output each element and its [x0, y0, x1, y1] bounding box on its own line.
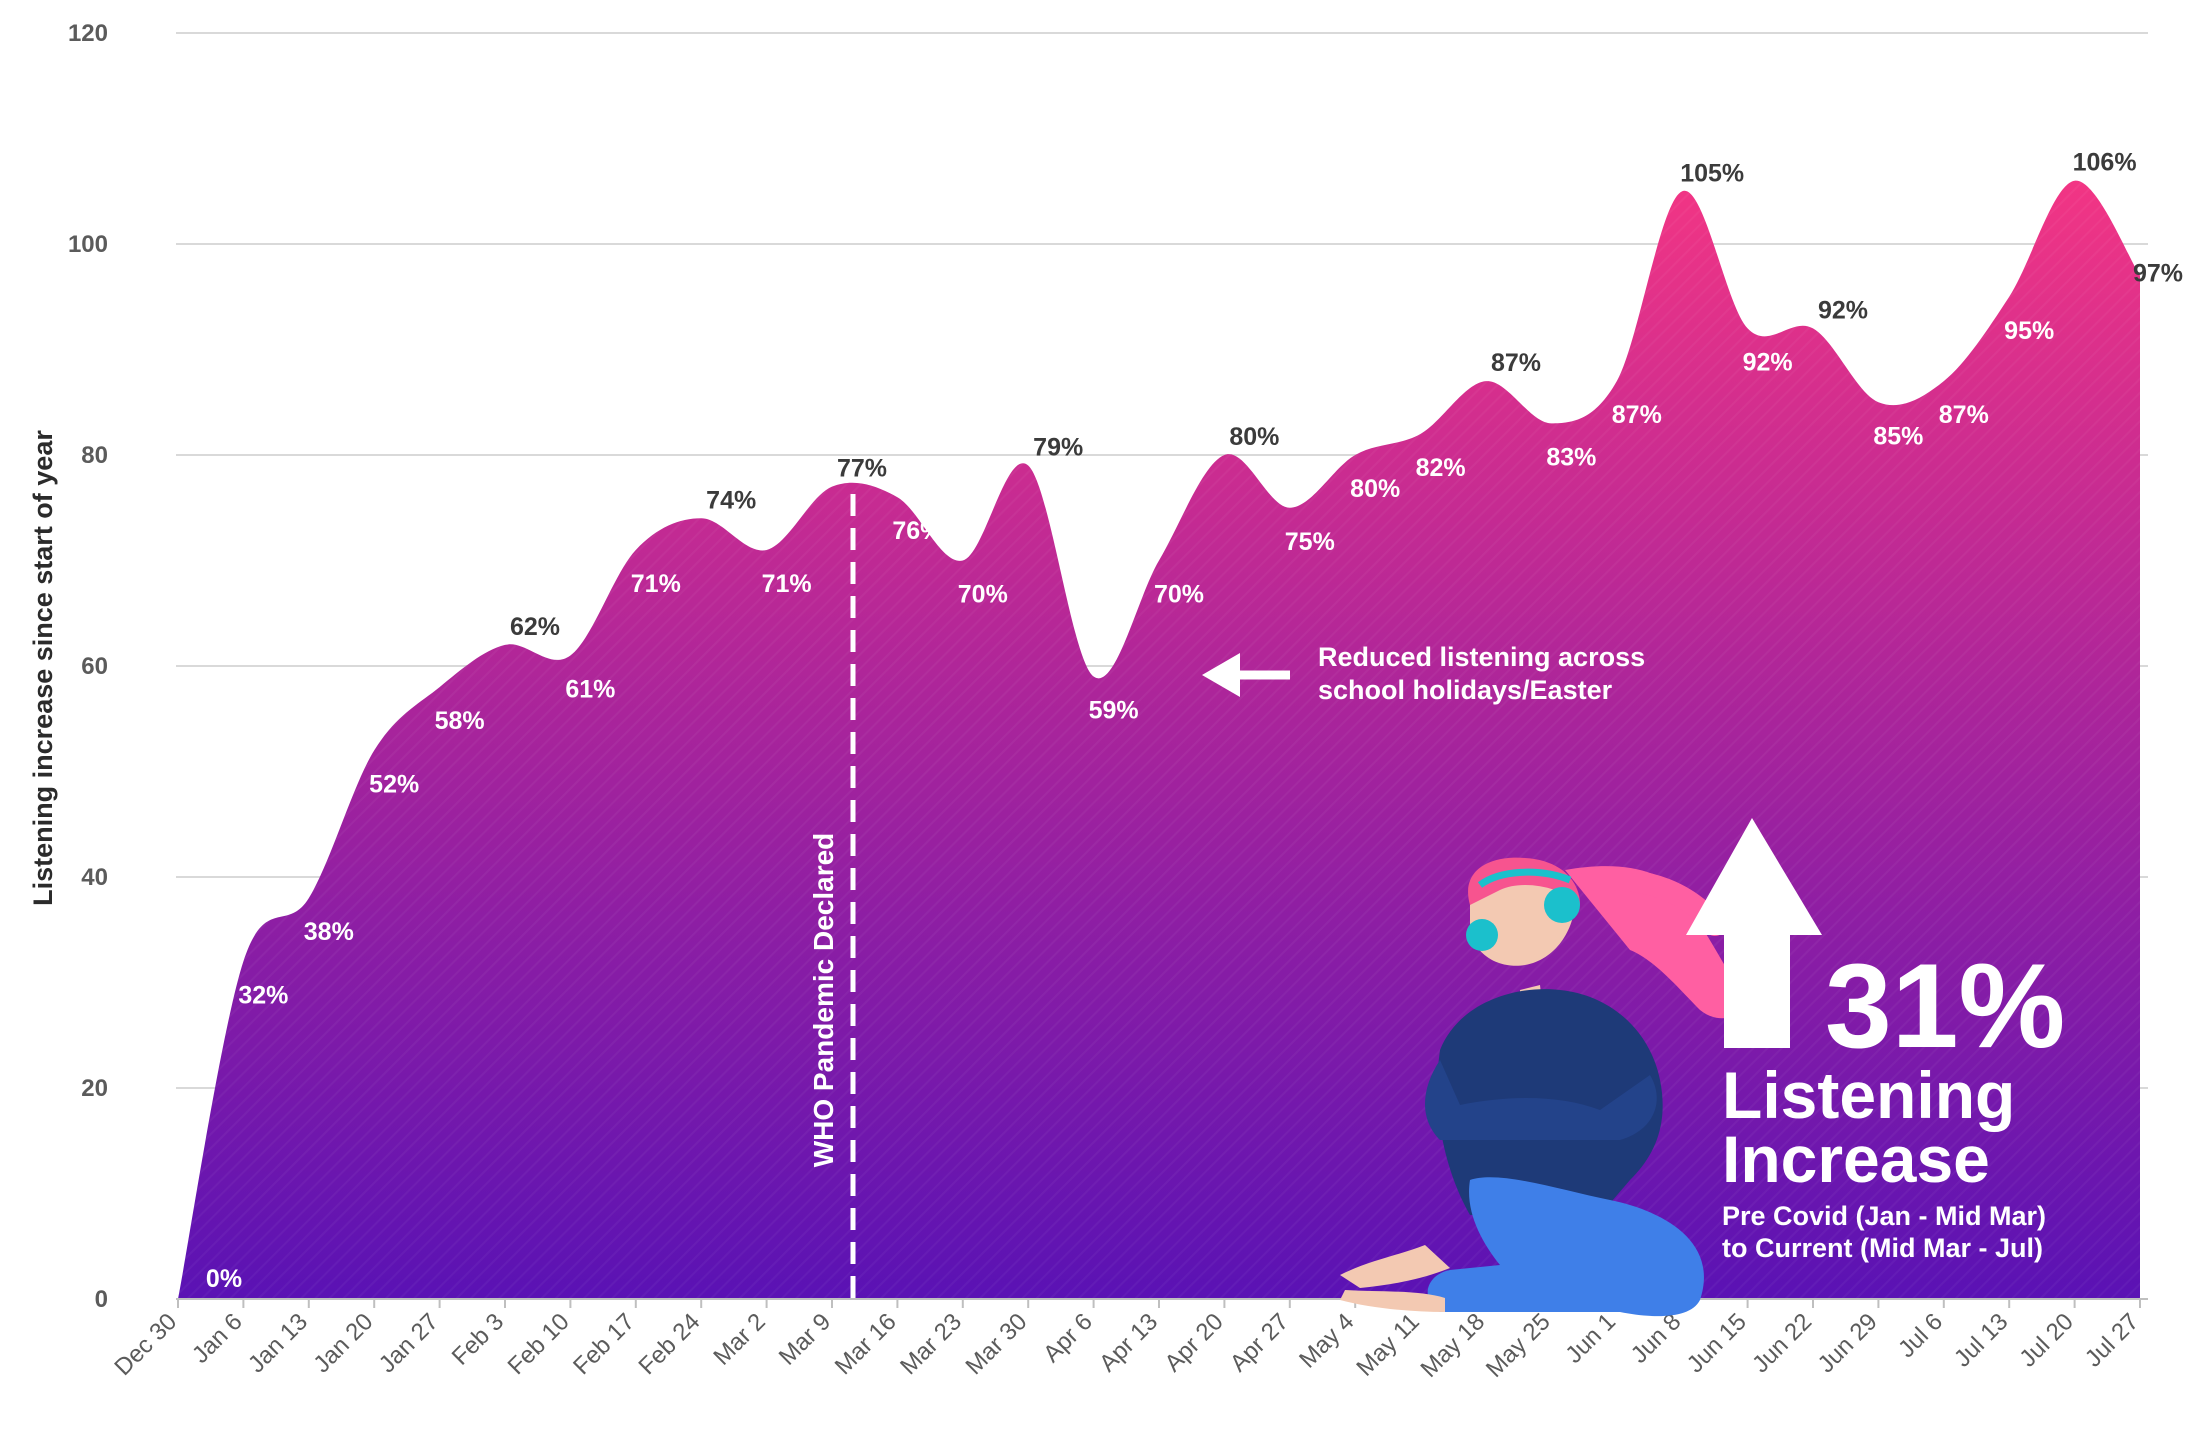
y-tick-label: 100 [68, 231, 108, 258]
x-tick-label: May 4 [1294, 1308, 1359, 1373]
x-tick-label: Dec 30 [109, 1308, 182, 1381]
data-label: 95% [2004, 317, 2054, 345]
arrow-left-icon [1202, 653, 1290, 697]
x-tick-label: Mar 23 [895, 1308, 967, 1380]
data-label: 97% [2133, 260, 2183, 288]
x-tick-label: Jul 27 [2080, 1308, 2144, 1372]
x-tick-label: Feb 17 [568, 1308, 640, 1380]
x-tick-label: Jun 1 [1560, 1308, 1621, 1369]
y-tick-label: 20 [81, 1075, 108, 1102]
headphone-left-icon [1466, 919, 1498, 951]
data-label: 71% [762, 570, 812, 598]
data-label: 106% [2073, 149, 2137, 177]
y-axis-label: Listening increase since start of year [28, 430, 58, 906]
y-tick-label: 120 [68, 20, 108, 47]
x-tick-label: Feb 10 [503, 1308, 575, 1380]
data-label: 61% [565, 675, 615, 703]
data-label: 80% [1350, 475, 1400, 503]
x-tick-label: Apr 20 [1160, 1308, 1229, 1377]
data-label: 70% [1154, 581, 1204, 609]
y-tick-label: 40 [81, 864, 108, 891]
holiday-note-line2: school holidays/Easter [1318, 675, 1613, 705]
data-label: 62% [510, 613, 560, 641]
x-tick-label: Apr 13 [1094, 1308, 1163, 1377]
headline-line1: Listening [1722, 1058, 2015, 1132]
data-label: 71% [631, 570, 681, 598]
x-tick-label: Mar 16 [830, 1308, 902, 1380]
data-label: 0% [206, 1265, 242, 1293]
data-label: 87% [1491, 349, 1541, 377]
x-tick-label: Jan 13 [243, 1308, 313, 1378]
x-tick-label: Mar 2 [708, 1308, 770, 1370]
data-label: 80% [1229, 423, 1279, 451]
data-label: 79% [1033, 434, 1083, 462]
y-tick-label: 60 [81, 653, 108, 680]
x-tick-label: May 18 [1415, 1308, 1490, 1383]
x-tick-label: Jan 20 [308, 1308, 378, 1378]
headphone-right-icon [1544, 887, 1580, 923]
x-tick-label: Feb 24 [634, 1308, 706, 1380]
y-tick-label: 80 [81, 442, 108, 469]
headline-percent: 31% [1825, 939, 2065, 1073]
data-labels: 0% 32% 38% 52% 58% 62% 61% 71% 74% 71% 77% 76% 70% 79… [206, 149, 2183, 1293]
x-tick-label: Mar 9 [774, 1308, 836, 1370]
y-axis-ticks: 0 20 40 60 80 100 120 [68, 20, 108, 1313]
x-tick-label: Jun 8 [1626, 1308, 1687, 1369]
data-label: 70% [958, 581, 1008, 609]
data-label: 92% [1743, 348, 1793, 376]
x-tick-label: Jun 29 [1813, 1308, 1883, 1378]
data-label: 85% [1873, 422, 1923, 450]
x-tick-label: Jun 15 [1682, 1308, 1752, 1378]
headline-line2: Increase [1722, 1122, 1990, 1196]
x-tick-label: Jan 6 [187, 1308, 248, 1369]
headline-sub-line1: Pre Covid (Jan - Mid Mar) [1722, 1201, 2046, 1231]
x-tick-label: Feb 3 [447, 1308, 509, 1370]
x-tick-label: Jul 13 [1949, 1308, 2013, 1372]
x-tick-label: Jul 6 [1893, 1308, 1948, 1363]
x-tick-label: Jan 27 [374, 1308, 444, 1378]
x-tick-label: Apr 6 [1038, 1308, 1098, 1368]
headline-sub-line2: to Current (Mid Mar - Jul) [1722, 1233, 2043, 1263]
data-label: 82% [1416, 454, 1466, 482]
data-label: 52% [369, 770, 419, 798]
data-label: 75% [1285, 528, 1335, 556]
data-label: 92% [1818, 296, 1868, 324]
data-label: 59% [1089, 697, 1139, 725]
x-tick-label: Jun 22 [1747, 1308, 1817, 1378]
x-tick-label: Jul 20 [2014, 1308, 2078, 1372]
data-label: 38% [304, 918, 354, 946]
data-label: 76% [892, 517, 942, 545]
x-tick-label: Mar 30 [961, 1308, 1033, 1380]
y-tick-label: 0 [95, 1286, 108, 1313]
data-label: 105% [1680, 159, 1744, 187]
x-tick-label: Apr 27 [1225, 1308, 1294, 1377]
data-label: 83% [1546, 443, 1596, 471]
data-label: 77% [837, 455, 887, 483]
data-label: 87% [1612, 401, 1662, 429]
data-label: 58% [435, 707, 485, 735]
area-texture [178, 180, 2140, 1299]
x-tick-label: May 11 [1351, 1308, 1424, 1381]
data-label: 32% [238, 981, 288, 1009]
data-label: 74% [706, 486, 756, 514]
pandemic-declared-label: WHO Pandemic Declared [808, 833, 839, 1168]
holiday-note-line1: Reduced listening across [1318, 642, 1645, 672]
data-label: 87% [1939, 401, 1989, 429]
up-arrow-icon [1686, 818, 1822, 1048]
x-tick-label: May 25 [1481, 1308, 1556, 1383]
